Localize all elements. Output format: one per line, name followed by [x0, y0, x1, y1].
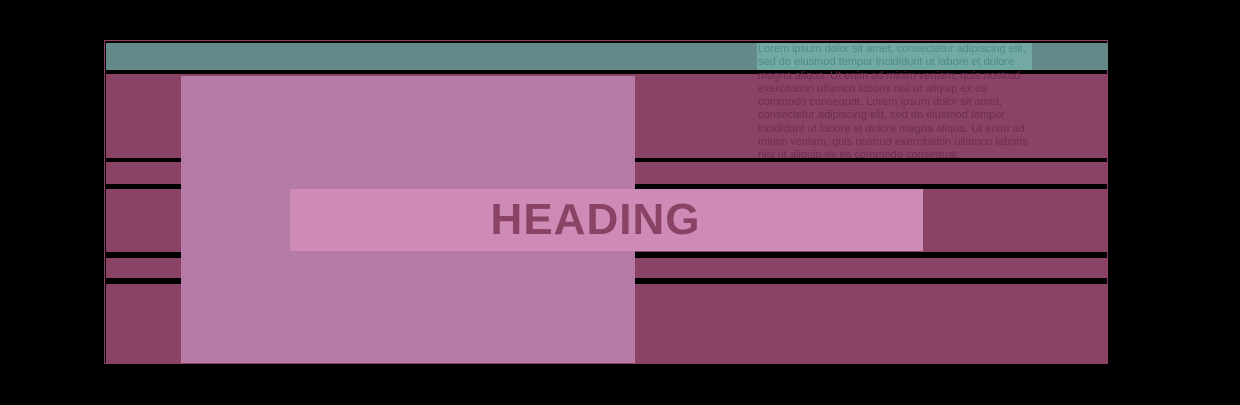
lorem-highlight [757, 43, 1032, 70]
heading-title: HEADING [490, 195, 701, 244]
lorem-paragraph: Lorem ipsum dolor sit amet, consectetur … [758, 43, 1030, 158]
lorem-block: Lorem ipsum dolor sit amet, consectetur … [757, 43, 1032, 158]
heading-box: HEADING [290, 189, 923, 251]
